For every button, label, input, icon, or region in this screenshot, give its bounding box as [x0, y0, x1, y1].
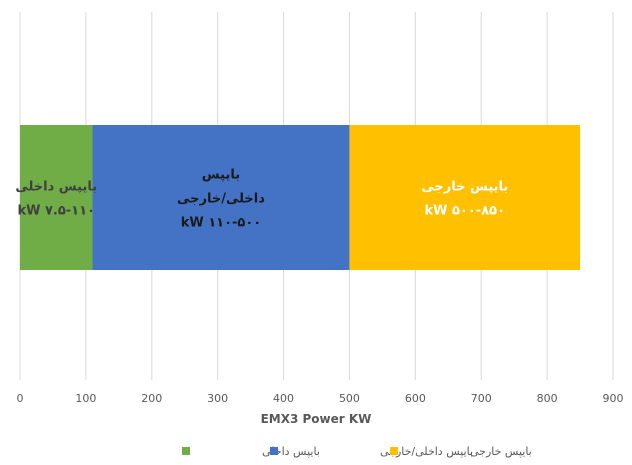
x-axis-title: EMX3 Power KW [261, 412, 372, 426]
segment-labels: بایپس داخلی kW ۷.۵-۱۱۰ بایپس داخلی/خارجی kW … [15, 168, 508, 231]
x-tick-labels: 0 100 200 300 400 500 600 700 800 900 [17, 392, 624, 405]
x-tick-label: 700 [471, 392, 492, 405]
segment-label-line: بایپس [202, 168, 240, 183]
x-tick-label: 600 [405, 392, 426, 405]
x-tick-label: 900 [603, 392, 624, 405]
x-tick-label: 800 [537, 392, 558, 405]
legend-swatch [270, 447, 278, 455]
segment-label: بایپس داخلی kW ۷.۵-۱۱۰ [15, 180, 97, 219]
x-tick-label: 0 [17, 392, 24, 405]
segment-label-line: داخلی/خارجی [177, 192, 265, 207]
bar-segment [349, 125, 581, 270]
segment-label-line: kW ۵۰۰-۸۵۰ [424, 204, 505, 219]
x-tick-label: 100 [75, 392, 96, 405]
segment-label: بایپس داخلی/خارجی kW ۱۱۰-۵۰۰ [177, 168, 265, 231]
segment-label-line: kW ۷.۵-۱۱۰ [17, 204, 95, 219]
legend-swatch [390, 447, 398, 455]
segment-label-line: kW ۱۱۰-۵۰۰ [181, 216, 262, 231]
x-tick-label: 300 [207, 392, 228, 405]
legend-swatch [182, 447, 190, 455]
x-tick-label: 200 [141, 392, 162, 405]
x-tick-label: 500 [339, 392, 360, 405]
legend-label: بایپس داخلی/خارجی [380, 445, 473, 458]
segment-label: بایپس خارجی kW ۵۰۰-۸۵۰ [421, 180, 508, 219]
segment-label-line: بایپس داخلی [15, 180, 97, 195]
bar-segment [20, 125, 93, 270]
segment-label-line: بایپس خارجی [421, 180, 508, 195]
bar-segments [20, 125, 581, 270]
x-tick-label: 400 [273, 392, 294, 405]
bar-segment [92, 125, 350, 270]
legend-label: بایپس خارجی [470, 445, 532, 458]
